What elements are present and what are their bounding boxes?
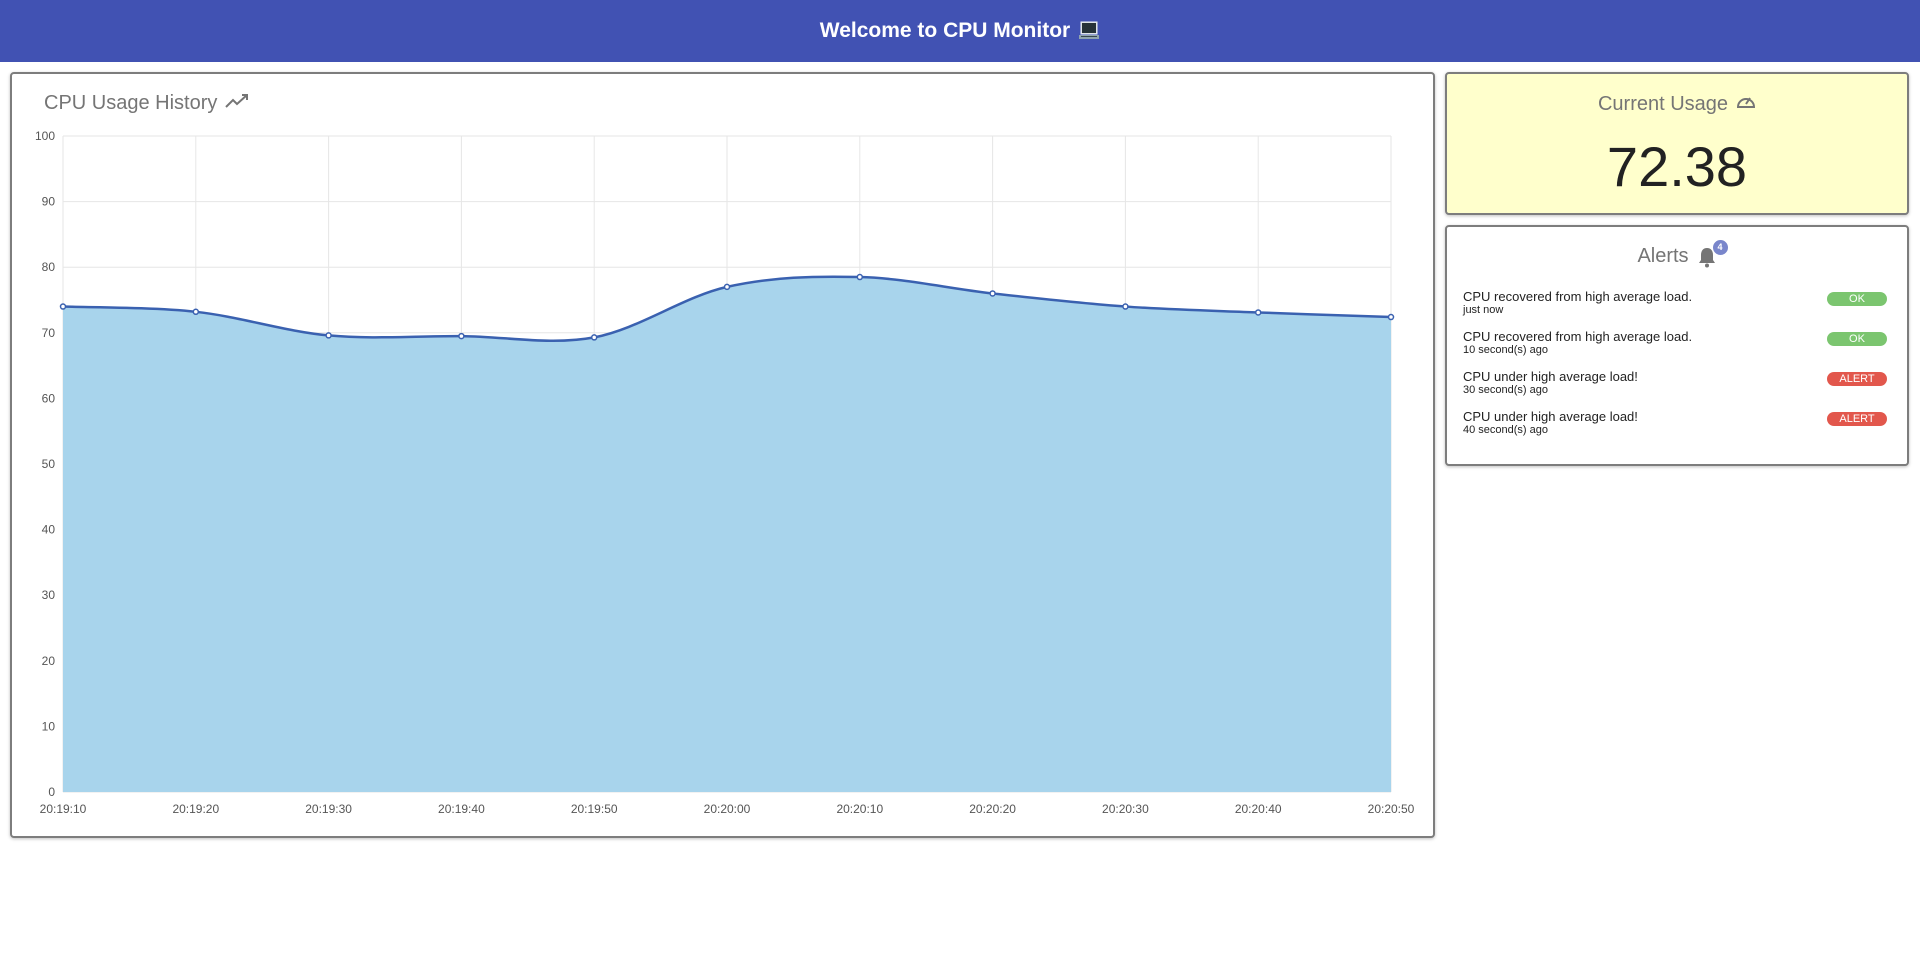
alerts-title: Alerts 4 [1447,239,1907,268]
alert-status-chip: OK [1827,292,1887,306]
alerts-list: CPU recovered from high average load. ju… [1463,289,1887,449]
x-tick-label: 20:19:20 [172,802,219,816]
current-usage-card: Current Usage 72.38 [1445,72,1909,215]
app-title-text: Welcome to CPU Monitor [819,19,1071,42]
alert-item: CPU recovered from high average load. ju… [1463,289,1887,329]
y-tick-label: 80 [42,260,56,274]
x-tick-label: 20:19:40 [438,802,485,816]
alert-status-chip: OK [1827,332,1887,346]
y-tick-label: 40 [42,523,56,537]
data-point[interactable] [856,273,864,281]
x-tick-label: 20:20:40 [1235,802,1282,816]
current-usage-value: 72.38 [1606,135,1748,198]
y-tick-label: 100 [35,129,55,143]
x-tick-label: 20:19:10 [40,802,87,816]
usage-area-fill [63,276,1391,792]
alert-item: CPU recovered from high average load. 10… [1463,329,1887,369]
x-tick-label: 20:20:50 [1368,802,1415,816]
data-point[interactable] [325,332,332,339]
trending-up-icon [225,92,249,115]
cpu-history-title: CPU Usage History [44,92,249,115]
alert-time: just now [1463,304,1504,316]
speedometer-icon [1736,92,1756,116]
alert-time: 40 second(s) ago [1463,424,1548,436]
cpu-history-card: CPU Usage History 100 90 80 70 60 50 40 30 20 10 0… [10,72,1435,838]
data-point[interactable] [1387,313,1395,321]
data-point[interactable] [590,334,598,341]
alert-item: CPU under high average load! 40 second(s… [1463,409,1887,449]
current-usage-title-text: Current Usage [1597,92,1729,115]
alert-time: 30 second(s) ago [1463,384,1548,396]
data-point[interactable] [723,283,731,291]
x-tick-label: 20:20:30 [1102,802,1149,816]
laptop-icon [1078,21,1100,41]
y-tick-label: 10 [42,719,56,733]
data-point[interactable] [458,332,465,340]
usage-points [59,273,1395,341]
y-tick-label: 90 [42,195,56,209]
x-axis-labels: 20:19:10 20:19:20 20:19:30 20:19:40 20:19:50… [40,802,1415,816]
alert-message: CPU recovered from high average load. [1463,289,1693,304]
data-point[interactable] [59,303,67,310]
data-point[interactable] [1254,309,1262,316]
y-tick-label: 30 [42,588,56,602]
cpu-history-title-text: CPU Usage History [44,92,218,114]
alert-item: CPU under high average load! 30 second(s… [1463,369,1887,409]
y-tick-label: 0 [48,785,55,799]
alert-message: CPU under high average load! [1463,369,1638,384]
alerts-count-badge: 4 [1712,239,1728,255]
bell-icon[interactable]: 4 [1697,239,1728,268]
y-tick-label: 70 [42,326,56,340]
app-header: Welcome to CPU Monitor [0,0,1920,62]
y-tick-label: 60 [42,391,56,405]
data-point[interactable] [1122,303,1129,310]
alert-message: CPU under high average load! [1463,409,1638,424]
x-tick-label: 20:20:10 [836,802,883,816]
x-tick-label: 20:19:50 [571,802,618,816]
x-tick-label: 20:20:00 [704,802,751,816]
x-tick-label: 20:19:30 [305,802,352,816]
data-point[interactable] [989,290,996,297]
x-tick-label: 20:20:20 [969,802,1016,816]
app-title: Welcome to CPU Monitor [820,19,1100,43]
y-tick-label: 20 [42,654,56,668]
current-usage-title: Current Usage [1447,92,1907,116]
alert-time: 10 second(s) ago [1463,344,1548,356]
alerts-title-text: Alerts [1637,245,1689,267]
alert-status-chip: ALERT [1827,412,1887,426]
alert-message: CPU recovered from high average load. [1463,329,1693,344]
alert-status-chip: ALERT [1827,372,1887,386]
data-point[interactable] [192,308,200,316]
y-tick-label: 50 [42,457,56,471]
alerts-card: Alerts 4 CPU recovered from high average… [1445,225,1909,466]
